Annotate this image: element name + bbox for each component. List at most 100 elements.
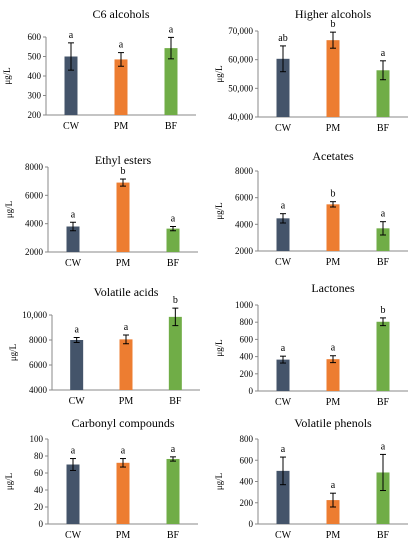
x-tick-label: PM [116,530,131,541]
x-tick-label: BF [377,123,390,134]
y-axis-label: μg/L [214,473,224,490]
significance-letter: a [121,446,126,457]
y-tick-label: 300 [28,91,42,101]
bar-pm [116,182,130,252]
y-tick-label: 8000 [25,162,44,172]
bar-cw [276,218,290,251]
x-tick-label: CW [63,121,80,132]
significance-letter: a [381,209,386,220]
y-tick-label: 4000 [235,219,254,229]
x-tick-label: CW [69,396,86,407]
y-tick-label: 500 [28,52,42,62]
significance-letter: a [331,343,336,354]
y-tick-label: 70,000 [228,26,253,36]
significance-letter: b [331,19,336,30]
y-tick-label: 20 [34,502,44,512]
significance-letter: a [119,40,124,51]
y-tick-label: 40 [34,485,44,495]
chart-panel: Carbonyl compounds μg/L 0 20 40 60 80 100 a CW a PM… [4,416,198,541]
y-tick-label: 400 [240,352,254,362]
y-axis-label: μg/L [2,67,12,84]
y-tick-label: 400 [28,71,42,81]
chart-title: Carbonyl compounds [72,416,175,430]
bar-pm [326,359,340,391]
y-tick-label: 2000 [235,246,254,256]
bar-bf [166,228,180,252]
bar-bf [376,472,390,524]
y-tick-label: 600 [28,32,42,42]
y-tick-label: 0 [39,519,44,529]
chart-title: Ethyl esters [95,153,152,167]
y-tick-label: 800 [240,317,254,327]
significance-letter: a [171,444,176,455]
significance-letter: a [71,446,76,457]
significance-letter: ab [278,33,287,44]
x-tick-label: BF [169,396,182,407]
y-axis-label: μg/L [214,65,224,82]
bar-pm [119,339,133,390]
y-tick-label: 80 [34,451,44,461]
x-tick-label: PM [326,123,341,134]
chart-title: Volatile acids [94,285,159,299]
chart-title: Higher alcohols [295,7,372,21]
bar-cw [64,56,78,115]
x-tick-label: PM [119,396,134,407]
chart-panel: C6 alcohols μg/L 200 300 400 500 600 a CW a PM a BF [2,7,196,132]
bar-pm [326,500,340,524]
bar-pm [114,59,128,115]
bar-pm [326,204,340,251]
significance-letter: a [281,201,286,212]
x-tick-label: BF [167,258,180,269]
significance-letter: b [121,166,126,177]
y-tick-label: 40,000 [228,112,253,122]
significance-letter: a [381,48,386,59]
y-tick-label: 6000 [235,193,254,203]
bar-pm [116,462,130,524]
y-axis-label: μg/L [8,344,18,361]
y-axis-label: μg/L [4,201,14,218]
bar-bf [166,458,180,524]
bar-cw [66,464,80,524]
y-tick-label: 800 [240,434,254,444]
significance-letter: a [281,444,286,455]
significance-letter: b [173,295,178,306]
x-tick-label: CW [275,530,292,541]
bar-bf [376,70,390,117]
y-tick-label: 600 [240,455,254,465]
y-tick-label: 600 [240,334,254,344]
y-tick-label: 0 [249,519,254,529]
x-tick-label: CW [275,123,292,134]
bar-bf [376,228,390,251]
bar-pm [326,40,340,117]
y-tick-label: 0 [249,386,254,396]
y-tick-label: 4000 [29,385,48,395]
x-tick-label: CW [65,258,82,269]
chart-title: Lactones [311,281,355,295]
chart-panel: Lactones μg/L 0 200 400 600 800 1000 a CW a PM b BF [214,281,408,408]
chart-title: C6 alcohols [93,7,150,21]
y-tick-label: 6000 [29,360,48,370]
bar-cw [276,58,290,117]
bar-bf [376,321,390,391]
bar-cw [70,340,84,390]
chart-panel: Ethyl esters μg/L 2000 4000 6000 8000 a CW b PM a B… [4,153,198,269]
significance-letter: a [281,343,286,354]
x-tick-label: BF [377,397,390,408]
significance-letter: a [71,209,76,220]
significance-letter: a [124,322,129,333]
y-tick-label: 400 [240,477,254,487]
y-tick-label: 60 [34,468,44,478]
significance-letter: a [74,325,79,336]
chart-title: Volatile phenols [294,416,372,430]
bar-cw [66,226,80,252]
bar-bf [164,48,178,115]
y-axis-label: μg/L [214,202,224,219]
significance-letter: b [331,189,336,200]
y-axis-label: μg/L [4,473,14,490]
y-tick-label: 50,000 [228,83,253,93]
y-tick-label: 10,000 [22,310,47,320]
x-tick-label: PM [326,530,341,541]
significance-letter: a [69,30,74,41]
x-tick-label: BF [377,257,390,268]
